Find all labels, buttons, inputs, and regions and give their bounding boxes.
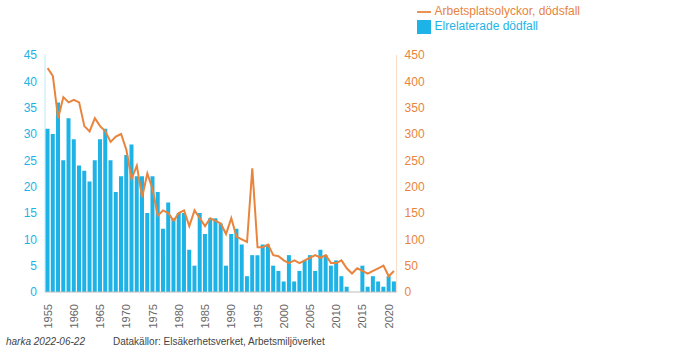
svg-text:1965: 1965 <box>94 304 106 328</box>
html-text:Arbetsplatsolyckor, dödsfall: Arbetsplatsolyckor, dödsfall <box>434 4 580 18</box>
svg-text:200: 200 <box>405 180 425 194</box>
svg-text:400: 400 <box>405 75 425 89</box>
svg-text:45: 45 <box>24 48 38 62</box>
svg-text:2020: 2020 <box>383 304 395 328</box>
svg-text:2000: 2000 <box>278 304 290 328</box>
html-text:Datakällor: Elsäkerhetsverket,: Datakällor: Elsäkerhetsverket, Arbetsmil… <box>113 336 325 347</box>
svg-text:30: 30 <box>24 127 38 141</box>
svg-text:50: 50 <box>405 259 419 273</box>
svg-text:15: 15 <box>24 206 38 220</box>
svg-text:0: 0 <box>30 285 37 299</box>
svg-text:1960: 1960 <box>68 304 80 328</box>
svg-text:100: 100 <box>405 233 425 247</box>
svg-text:10: 10 <box>24 233 38 247</box>
svg-text:1980: 1980 <box>173 304 185 328</box>
svg-text:35: 35 <box>24 101 38 115</box>
svg-text:1975: 1975 <box>147 304 159 328</box>
svg-text:2010: 2010 <box>330 304 342 328</box>
svg-text:20: 20 <box>24 180 38 194</box>
svg-text:350: 350 <box>405 101 425 115</box>
svg-text:1985: 1985 <box>199 304 211 328</box>
svg-text:1990: 1990 <box>225 304 237 328</box>
svg-text:250: 250 <box>405 154 425 168</box>
svg-text:1955: 1955 <box>42 304 54 328</box>
svg-text:1970: 1970 <box>120 304 132 328</box>
svg-text:150: 150 <box>405 206 425 220</box>
svg-text:450: 450 <box>405 48 425 62</box>
svg-text:40: 40 <box>24 75 38 89</box>
svg-text:5: 5 <box>30 259 37 273</box>
svg-text:0: 0 <box>405 285 412 299</box>
svg-text:1995: 1995 <box>252 304 264 328</box>
html-text:Elrelaterade dödfall: Elrelaterade dödfall <box>434 18 538 33</box>
svg-text:2005: 2005 <box>304 304 316 328</box>
svg-text:2015: 2015 <box>356 304 368 328</box>
html-text:harka 2022-06-22: harka 2022-06-22 <box>6 336 85 347</box>
svg-text:25: 25 <box>24 154 38 168</box>
svg-text:300: 300 <box>405 127 425 141</box>
